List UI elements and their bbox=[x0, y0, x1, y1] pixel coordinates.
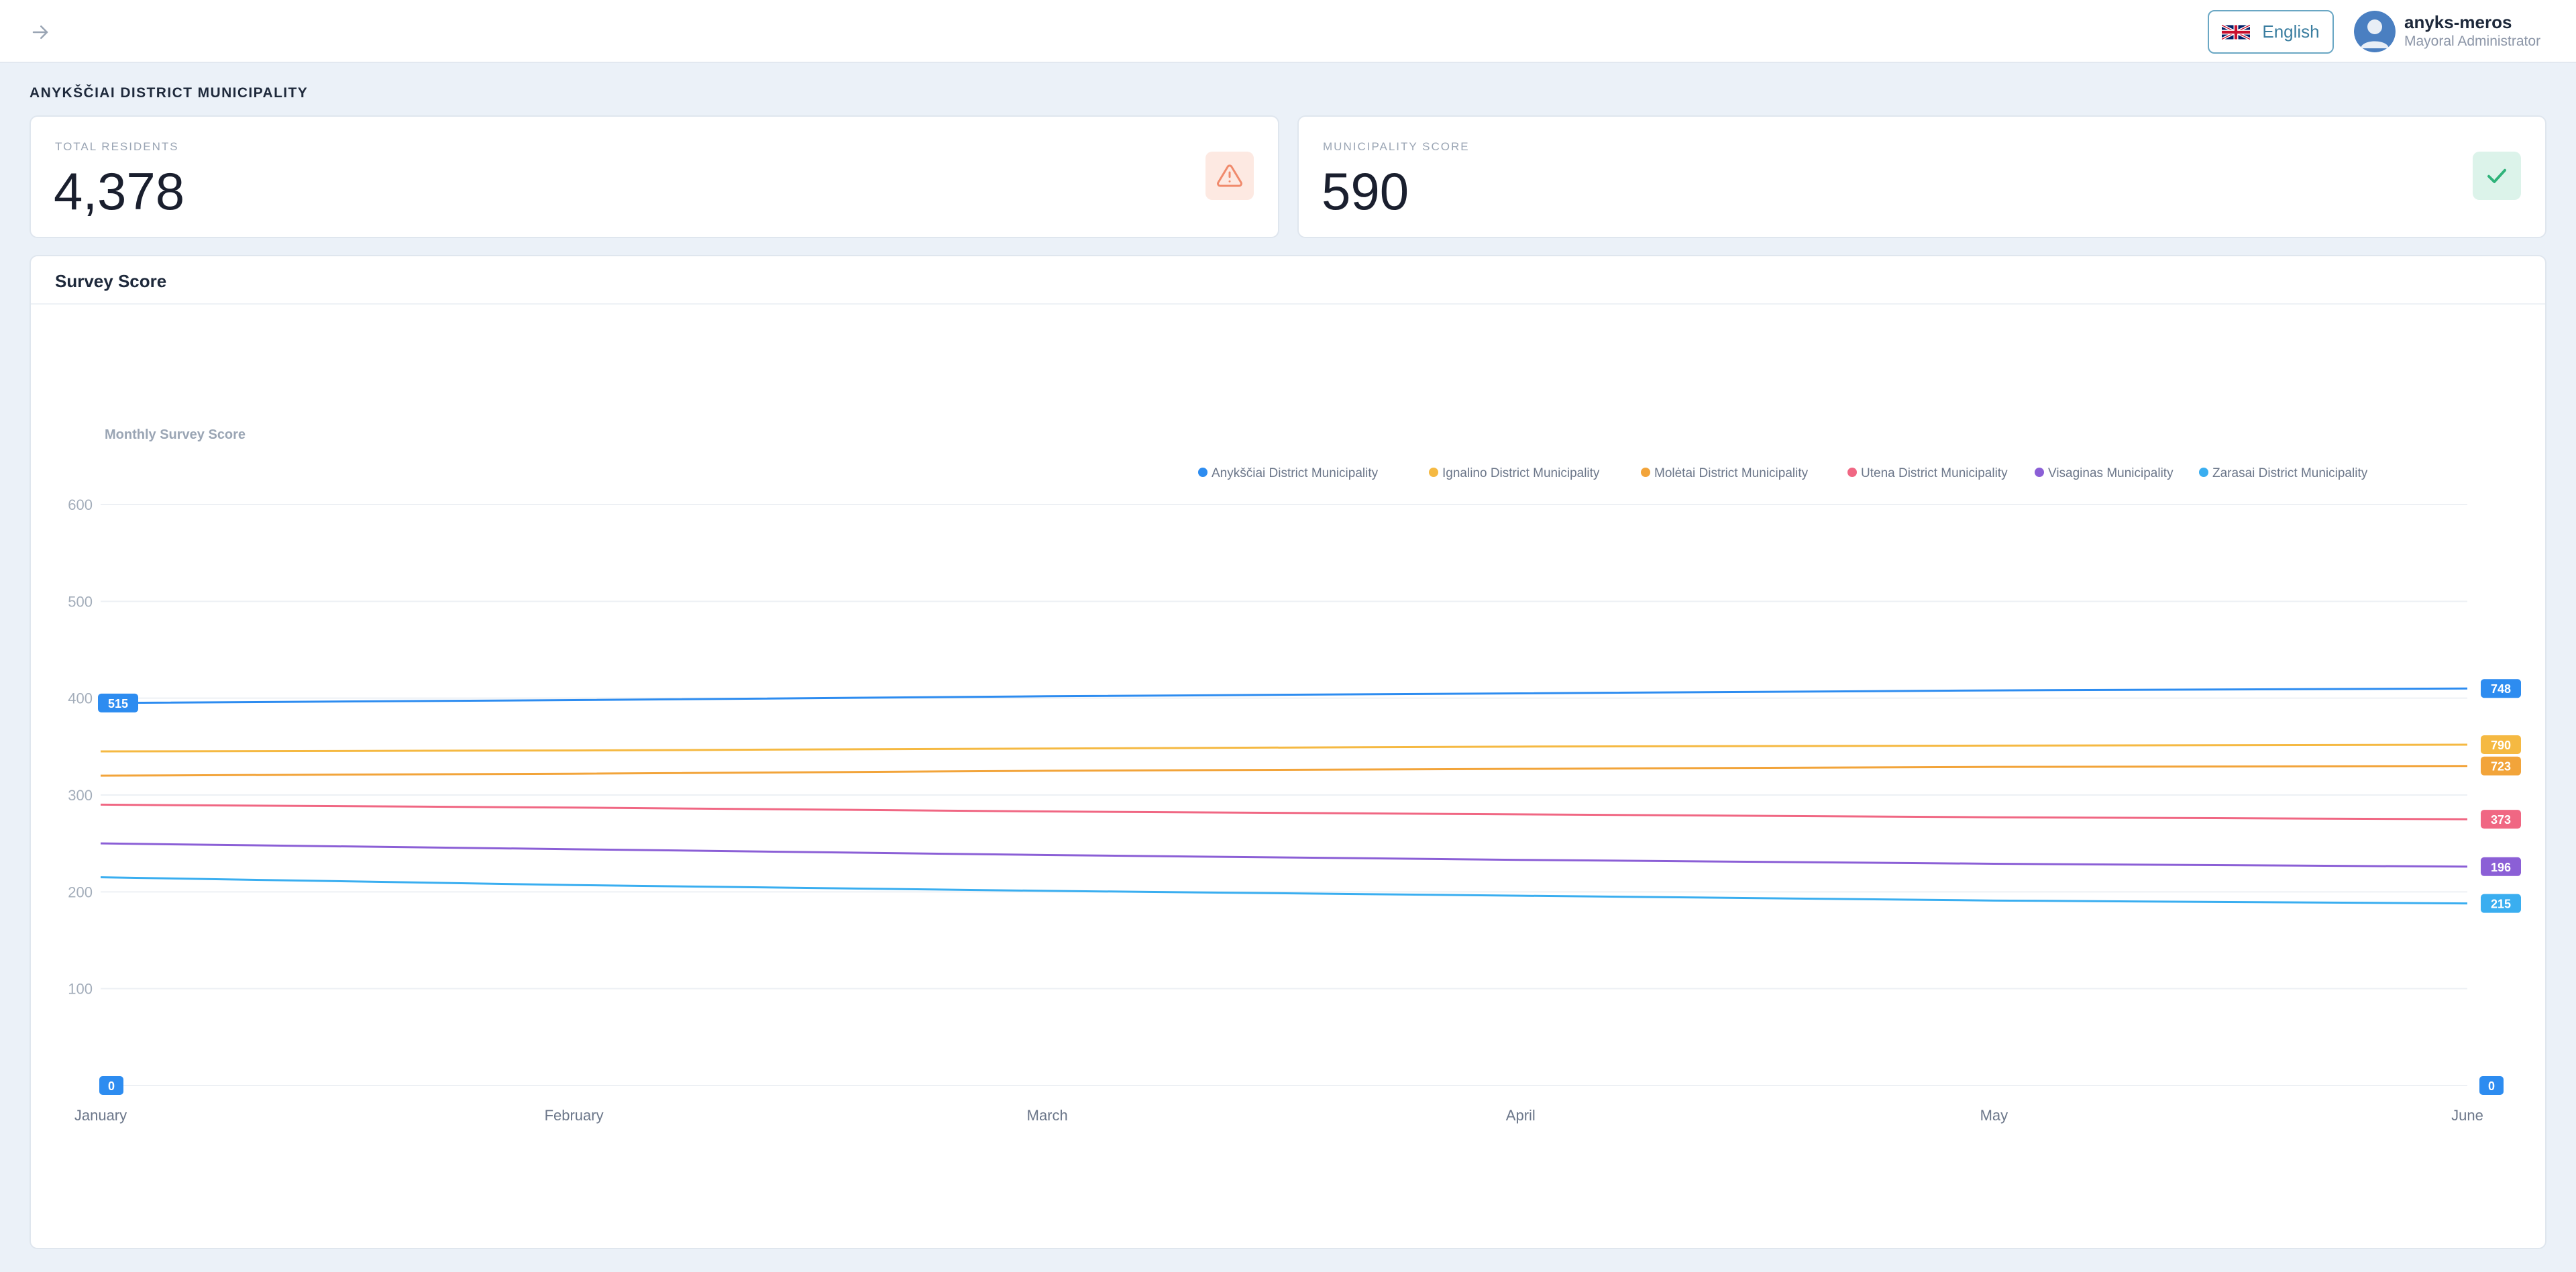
series-end-label: 748 bbox=[2491, 682, 2511, 696]
y-axis-title: Monthly Survey Score bbox=[105, 427, 246, 442]
series-line bbox=[100, 842, 2468, 868]
legend-marker bbox=[1847, 468, 1857, 477]
chart-header: Survey Score bbox=[31, 256, 2545, 305]
series-end-label-bg bbox=[2481, 679, 2521, 698]
zero-end-label-bg bbox=[2479, 1076, 2504, 1095]
series-end-label-bg bbox=[2481, 735, 2521, 754]
chart-title: Survey Score bbox=[55, 271, 167, 291]
legend-label: Zarasai District Municipality bbox=[2212, 466, 2368, 480]
x-tick-label: January bbox=[74, 1107, 127, 1124]
series-line bbox=[100, 687, 2468, 704]
language-button[interactable]: English bbox=[2208, 10, 2334, 54]
legend-label: Anykščiai District Municipality bbox=[1212, 466, 1379, 480]
legend-marker bbox=[1641, 468, 1650, 477]
y-tick-label: 500 bbox=[68, 593, 93, 610]
series-line bbox=[100, 876, 2468, 905]
x-tick-label: May bbox=[1980, 1107, 2008, 1124]
y-tick-label: 100 bbox=[68, 981, 93, 998]
top-bar: English anyks-meros Mayoral Administrato… bbox=[0, 0, 2576, 63]
check-icon bbox=[2473, 152, 2521, 200]
warning-icon bbox=[1205, 152, 1254, 200]
series-line bbox=[100, 765, 2468, 777]
municipality-score-value: 590 bbox=[1322, 162, 1409, 221]
total-residents-value: 4,378 bbox=[54, 162, 185, 221]
legend-marker bbox=[1429, 468, 1438, 477]
user-name[interactable]: anyks-meros bbox=[2404, 12, 2512, 32]
page-title: ANYKŠČIAI DISTRICT MUNICIPALITY bbox=[30, 85, 309, 101]
survey-score-chart: Monthly Survey Score 100 200 300 400 500 600 Ja… bbox=[68, 427, 2521, 1124]
series-end-label: 790 bbox=[2491, 739, 2511, 752]
municipality-score-card: MUNICIPALITY SCORE 590 bbox=[1297, 115, 2546, 238]
uk-flag-icon bbox=[2222, 23, 2251, 40]
series-line bbox=[100, 743, 2468, 753]
series-start-label-bg bbox=[98, 693, 138, 712]
back-arrow-icon[interactable] bbox=[27, 19, 54, 46]
series-end-label: 196 bbox=[2491, 861, 2511, 874]
legend-marker bbox=[2199, 468, 2208, 477]
legend-label: Visaginas Municipality bbox=[2048, 466, 2174, 480]
total-residents-card: TOTAL RESIDENTS 4,378 bbox=[30, 115, 1279, 238]
series-end-label-bg bbox=[2481, 894, 2521, 913]
language-label: English bbox=[2262, 21, 2320, 42]
legend-marker bbox=[2035, 468, 2044, 477]
y-tick-label: 200 bbox=[68, 884, 93, 900]
user-role: Mayoral Administrator bbox=[2404, 34, 2541, 49]
x-tick-label: June bbox=[2451, 1107, 2483, 1124]
legend-label: Utena District Municipality bbox=[1861, 466, 2008, 480]
zero-start-label-bg bbox=[99, 1076, 123, 1095]
total-residents-label: TOTAL RESIDENTS bbox=[55, 140, 179, 153]
zero-start-label: 0 bbox=[108, 1079, 115, 1093]
series-end-label: 373 bbox=[2491, 813, 2511, 827]
x-tick-label: March bbox=[1027, 1107, 1068, 1124]
series-end-label-bg bbox=[2481, 857, 2521, 876]
legend-label: Ignalino District Municipality bbox=[1442, 466, 1600, 480]
user-avatar-icon[interactable] bbox=[2354, 11, 2396, 52]
series-end-label-bg bbox=[2481, 810, 2521, 829]
zero-end-label: 0 bbox=[2488, 1079, 2495, 1093]
y-tick-label: 400 bbox=[68, 690, 93, 707]
series-end-label-bg bbox=[2481, 756, 2521, 776]
legend-marker bbox=[1198, 468, 1208, 477]
legend-label: Molėtai District Municipality bbox=[1654, 466, 1809, 480]
series-start-label: 515 bbox=[108, 697, 128, 710]
municipality-score-label: MUNICIPALITY SCORE bbox=[1323, 140, 1470, 153]
survey-score-card: Survey Score Monthly Survey Score 100 200 3… bbox=[30, 255, 2546, 1249]
series-line bbox=[100, 803, 2468, 820]
y-tick-label: 300 bbox=[68, 787, 93, 804]
series-end-label: 723 bbox=[2491, 760, 2511, 774]
series-end-label: 215 bbox=[2491, 898, 2511, 911]
y-tick-label: 600 bbox=[68, 496, 93, 513]
x-tick-label: February bbox=[545, 1107, 604, 1124]
x-tick-label: April bbox=[1506, 1107, 1536, 1124]
